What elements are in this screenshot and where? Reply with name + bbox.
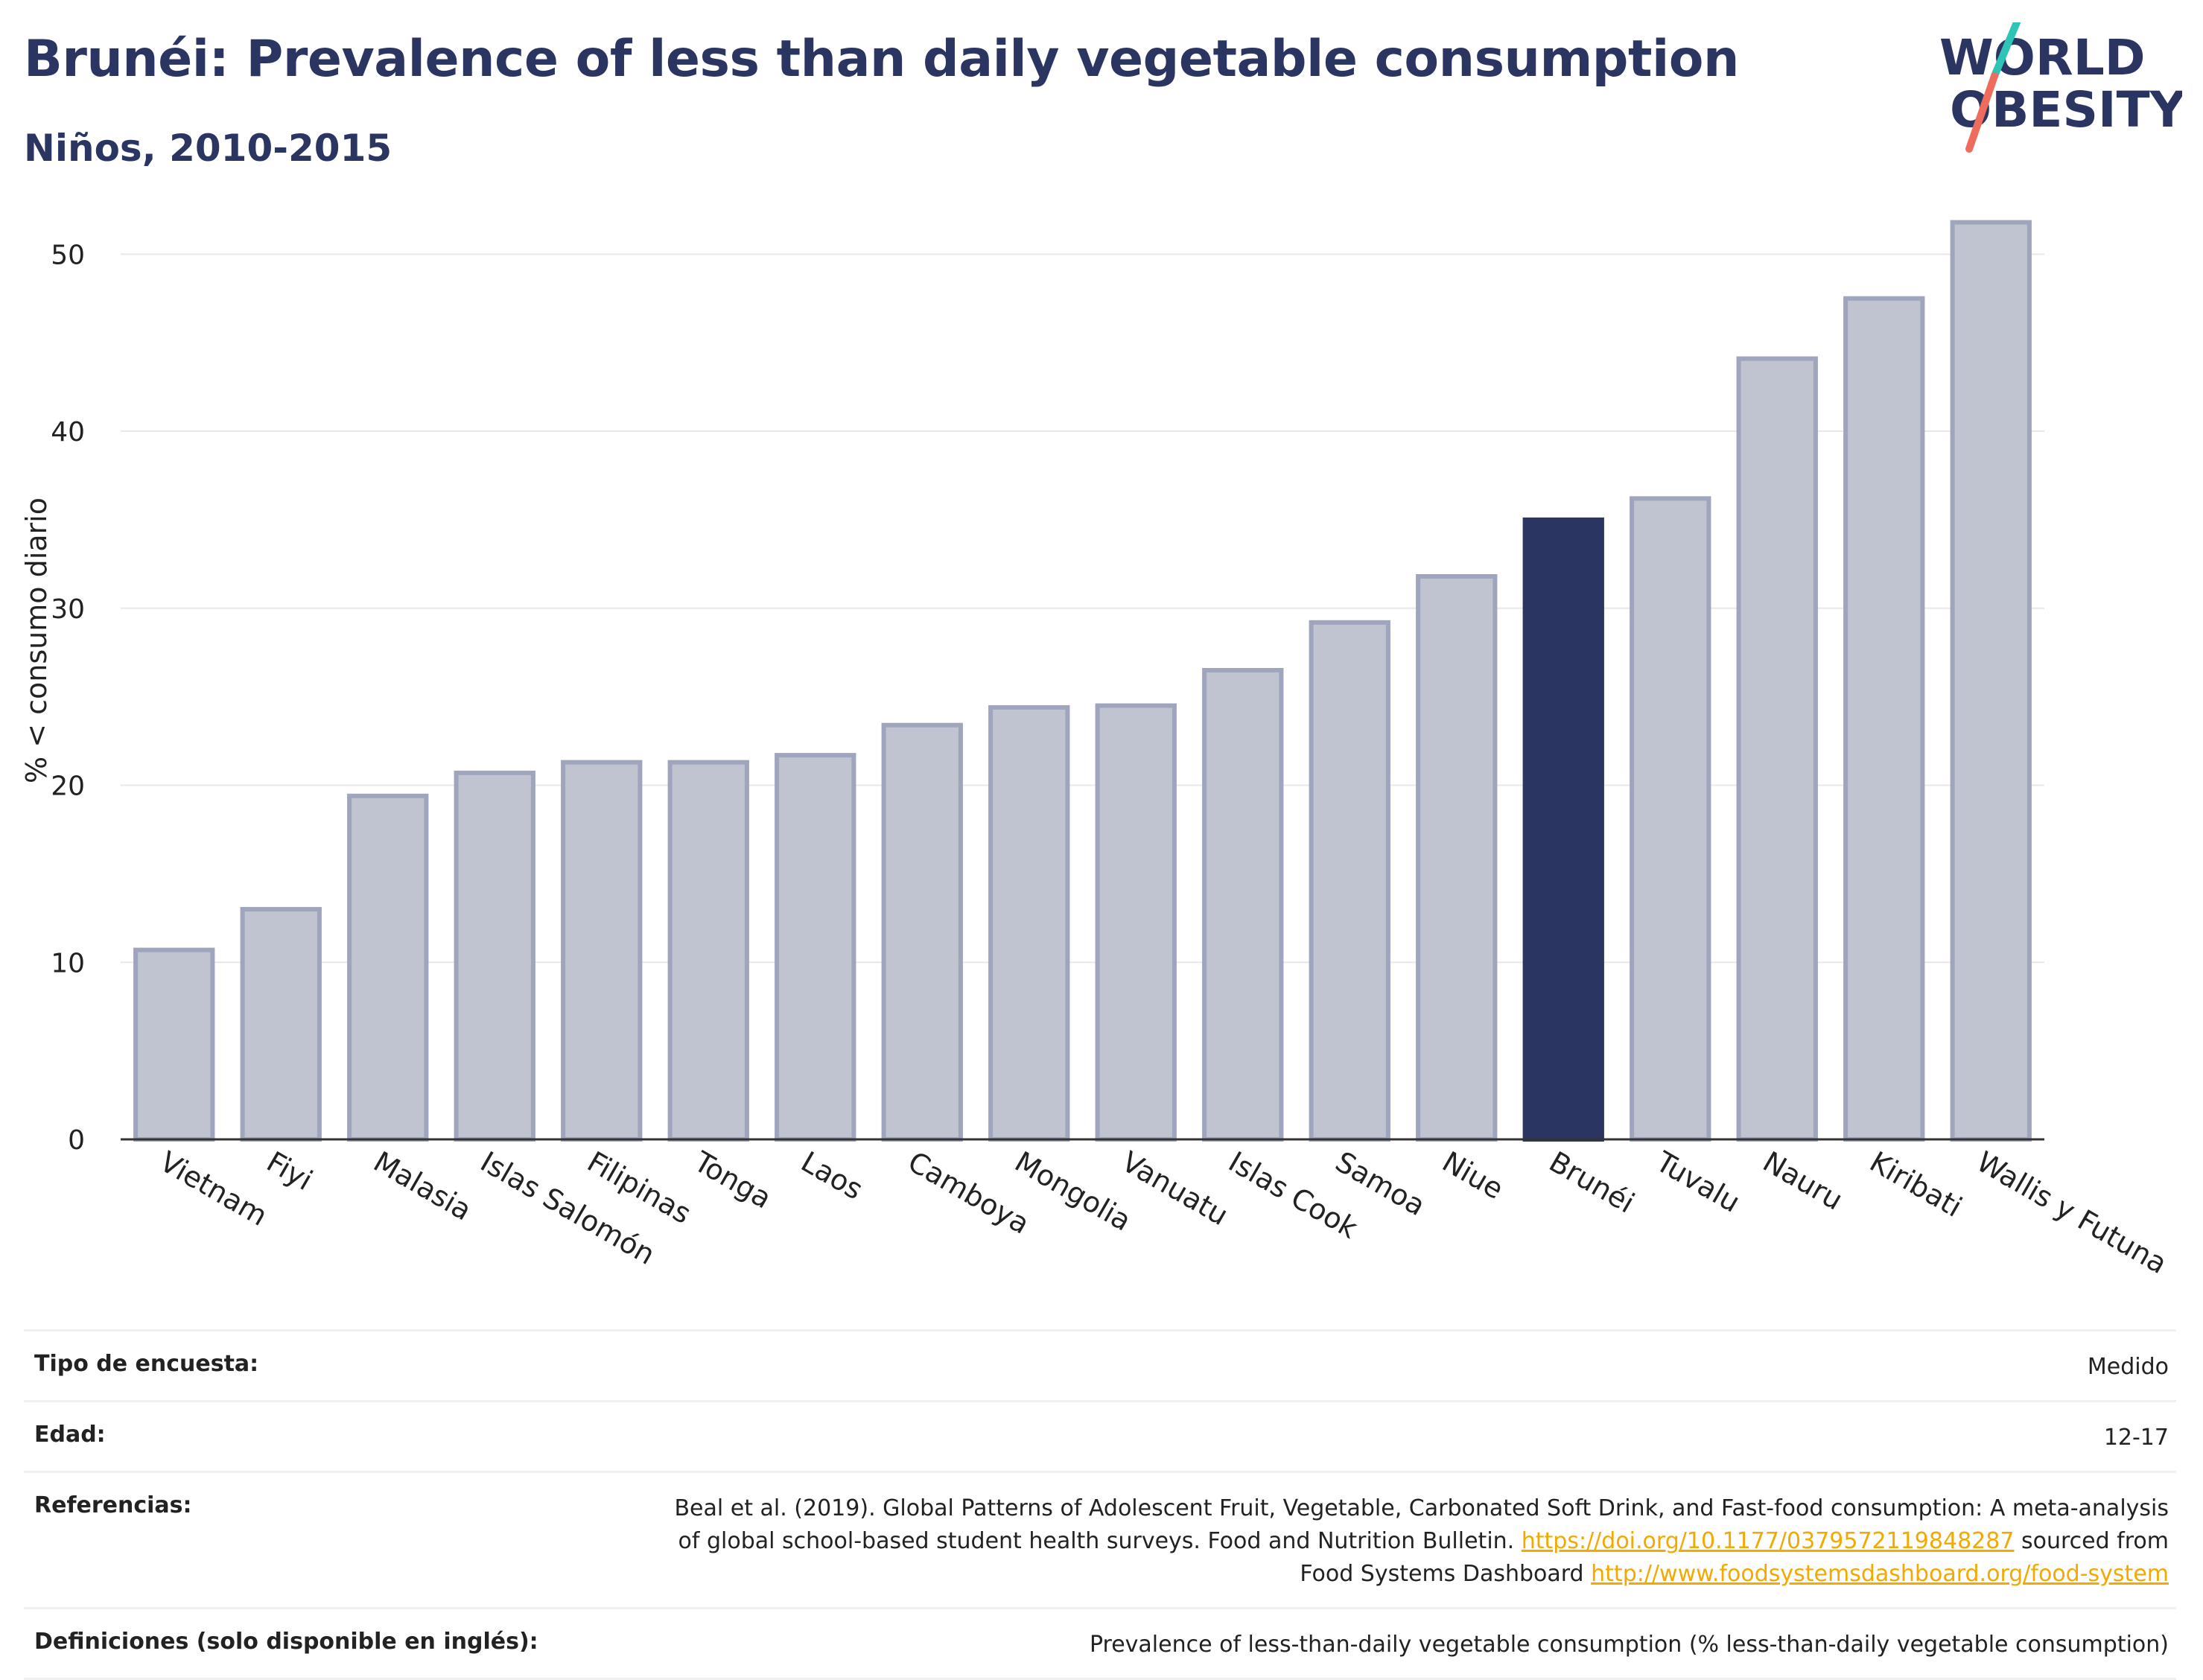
- bar-islas-cook: [1202, 668, 1284, 1142]
- doi-link[interactable]: https://doi.org/10.1177/0379572119848287: [1521, 1528, 2015, 1554]
- bar-vanuatu: [1095, 703, 1177, 1142]
- bar-islas-salomón: [454, 770, 535, 1142]
- definitions-row: Definiciones (solo disponible en inglés)…: [24, 1607, 2176, 1680]
- definitions-value: Prevalence of less-than-daily vegetable …: [1089, 1632, 2169, 1658]
- x-tick-label: Brunéi: [1544, 1145, 1640, 1220]
- bar-brunéi: [1522, 517, 1604, 1142]
- references-value: Beal et al. (2019). Global Patterns of A…: [674, 1492, 2169, 1591]
- x-tick-label: Wallis y Futuna: [1971, 1145, 2172, 1280]
- x-tick-label: Malasia: [368, 1145, 477, 1227]
- x-tick-label: Kiribati: [1864, 1145, 1968, 1224]
- grid-lines: [121, 253, 2044, 964]
- bar-laos: [775, 753, 856, 1142]
- y-tick-label: 40: [51, 417, 85, 448]
- definitions-label: Definiciones (solo disponible en inglés)…: [34, 1629, 538, 1655]
- ref-text-3: sourced from: [2021, 1528, 2169, 1554]
- x-tick-label: Mongolia: [1009, 1145, 1137, 1238]
- bar-kiribati: [1843, 296, 1925, 1142]
- bar-vietnam: [133, 947, 215, 1142]
- logo-word-world: WORLD: [1939, 29, 2146, 86]
- bar-wallis-y-futuna: [1950, 220, 2032, 1142]
- x-tick-label: Vietnam: [154, 1145, 273, 1232]
- age-value: 12-17: [2103, 1425, 2169, 1451]
- y-tick-label: 10: [51, 948, 85, 979]
- chart-subtitle: Niños, 2010-2015: [24, 127, 392, 170]
- age-label: Edad:: [34, 1422, 106, 1448]
- y-tick-label: 30: [51, 594, 85, 625]
- x-tick-label: Tonga: [688, 1145, 777, 1215]
- y-tick-label: 50: [51, 240, 85, 270]
- logo-slash-teal: [1991, 22, 2021, 80]
- logo-slash-coral: [1965, 72, 1998, 153]
- survey-type-label: Tipo de encuesta:: [34, 1351, 259, 1377]
- age-row: Edad: 12-17: [24, 1400, 2176, 1471]
- references-label: Referencias:: [34, 1492, 192, 1518]
- food-systems-link[interactable]: http://www.foodsystemsdashboard.org/food…: [1591, 1561, 2169, 1587]
- y-axis-label: % < consumo diario: [20, 497, 53, 783]
- references-row: Referencias: Beal et al. (2019). Global …: [24, 1471, 2176, 1607]
- chart-title: Brunéi: Prevalence of less than daily ve…: [24, 30, 1739, 89]
- x-tick-label: Laos: [795, 1145, 868, 1206]
- y-axis-ticks: 0 10 20 30 40 50: [51, 240, 85, 1156]
- bar-tonga: [667, 760, 749, 1142]
- bar-tuvalu: [1630, 496, 1711, 1142]
- x-tick-label: Tuvalu: [1650, 1145, 1745, 1219]
- bar-fiyi: [240, 906, 322, 1142]
- bar-nauru: [1736, 356, 1818, 1142]
- y-tick-label: 20: [51, 771, 85, 802]
- x-tick-label: Fiyi: [261, 1145, 318, 1197]
- bar-malasia: [347, 793, 429, 1142]
- ref-text-2: of global school-based student health su…: [678, 1528, 1515, 1554]
- info-table: Tipo de encuesta: Medido Edad: 12-17 Ref…: [24, 1329, 2176, 1680]
- ref-text-1: Beal et al. (2019). Global Patterns of A…: [674, 1495, 2169, 1521]
- x-tick-label: Vanuatu: [1116, 1145, 1234, 1232]
- x-tick-label: Islas Salomón: [475, 1145, 661, 1271]
- bar-camboya: [881, 722, 963, 1142]
- bar-filipinas: [561, 760, 643, 1142]
- y-tick-label: 0: [68, 1125, 85, 1156]
- world-obesity-logo: WORLD OBESITY: [1939, 22, 2182, 153]
- bar-niue: [1416, 574, 1498, 1142]
- x-tick-label: Camboya: [903, 1145, 1035, 1241]
- bar-samoa: [1309, 620, 1390, 1142]
- bar-mongolia: [988, 704, 1070, 1142]
- ref-text-4: Food Systems Dashboard: [1300, 1561, 1584, 1587]
- bars: [133, 220, 2032, 1142]
- survey-type-row: Tipo de encuesta: Medido: [24, 1329, 2176, 1400]
- x-tick-label: Nauru: [1758, 1145, 1848, 1217]
- survey-type-value: Medido: [2087, 1354, 2169, 1380]
- x-tick-label: Niue: [1437, 1145, 1509, 1206]
